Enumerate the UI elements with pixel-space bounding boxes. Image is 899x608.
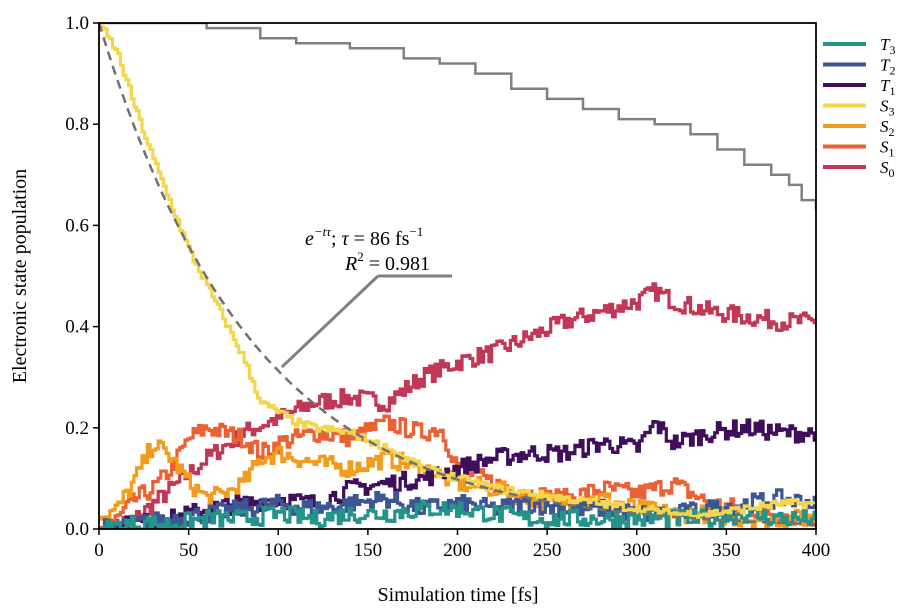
series-line-t1 bbox=[99, 418, 816, 529]
x-tick-label: 300 bbox=[623, 540, 652, 561]
series-line-t3 bbox=[99, 499, 816, 529]
y-tick-label: 1.0 bbox=[65, 13, 89, 34]
plot-area bbox=[98, 22, 817, 530]
y-axis: 0.0 0.2 0.4 0.6 0.8 1.0 bbox=[65, 13, 99, 540]
legend-label: T1 bbox=[880, 76, 895, 98]
total-population-line bbox=[99, 23, 816, 211]
y-tick-label: 0.0 bbox=[65, 519, 89, 540]
legend-label: S1 bbox=[880, 138, 895, 160]
legend-label: T3 bbox=[880, 35, 895, 57]
fit-annotation: e−tτ; τ = 86 fs−1 R2 = 0.981 bbox=[280, 224, 452, 369]
x-tick-label: 200 bbox=[443, 540, 472, 561]
x-tick-label: 0 bbox=[94, 540, 104, 561]
legend-label: S3 bbox=[880, 97, 895, 119]
fit-r-squared-label: R2 = 0.981 bbox=[344, 249, 430, 275]
x-tick-label: 250 bbox=[533, 540, 562, 561]
exponential-fit-line bbox=[99, 23, 816, 526]
legend-label: S2 bbox=[880, 117, 895, 139]
series-layer bbox=[99, 23, 816, 529]
x-tick-label: 100 bbox=[264, 540, 293, 561]
legend-label: T2 bbox=[880, 56, 895, 78]
y-tick-label: 0.2 bbox=[65, 418, 89, 439]
x-tick-label: 400 bbox=[802, 540, 831, 561]
series-line-s3 bbox=[99, 23, 816, 520]
annotation-pointer bbox=[280, 274, 380, 369]
fit-equation-label: e−tτ; τ = 86 fs−1 bbox=[305, 224, 423, 250]
x-tick-label: 50 bbox=[179, 540, 198, 561]
series-line-s0 bbox=[99, 282, 816, 529]
y-tick-label: 0.6 bbox=[65, 215, 89, 236]
y-axis-label: Electronic state population bbox=[9, 169, 31, 383]
series-line-t2 bbox=[99, 488, 816, 529]
x-axis: 0 50 100 150 200 250 300 350 400 bbox=[94, 529, 830, 561]
y-tick-label: 0.8 bbox=[65, 114, 89, 135]
legend-label: S0 bbox=[880, 158, 895, 180]
x-tick-label: 350 bbox=[712, 540, 741, 561]
x-axis-label: Simulation time [fs] bbox=[377, 584, 538, 606]
x-tick-label: 150 bbox=[354, 540, 383, 561]
y-tick-label: 0.4 bbox=[65, 317, 89, 338]
